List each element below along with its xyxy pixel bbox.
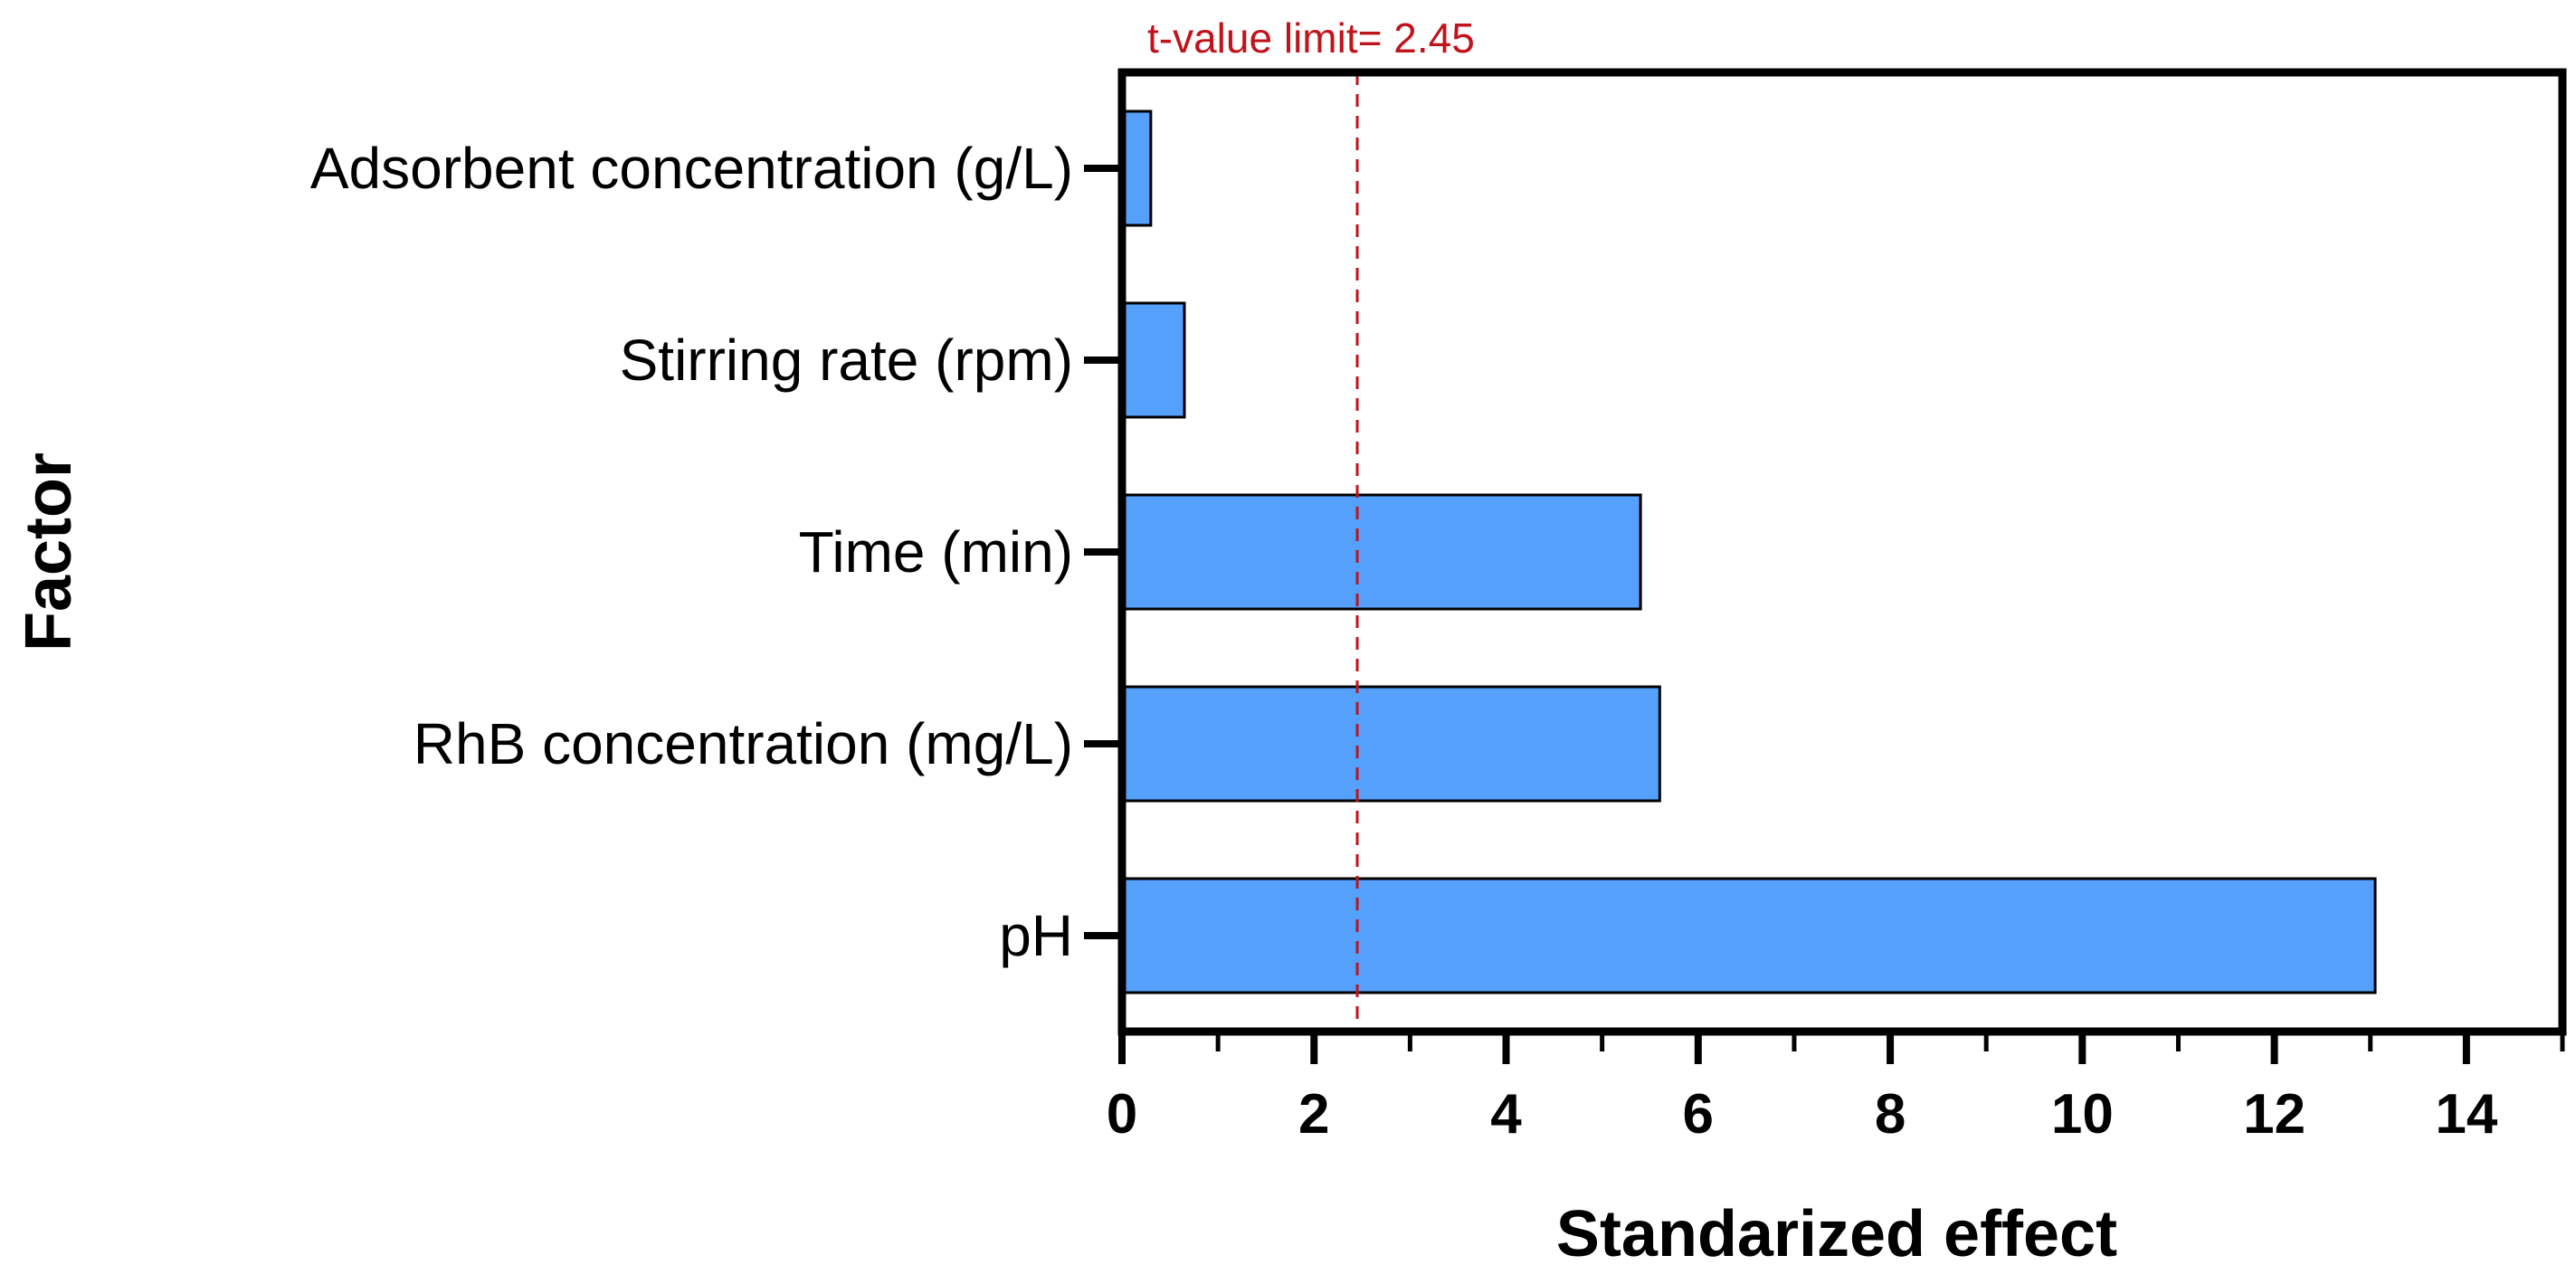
- x-tick-label-12: 12: [2243, 1083, 2305, 1146]
- y-axis-group: Adsorbent concentration (g/L) Stirring ra…: [310, 136, 1122, 968]
- x-tick-label-14: 14: [2435, 1083, 2497, 1146]
- bar-3: [1120, 493, 1642, 611]
- x-tick-label-10: 10: [2051, 1083, 2114, 1146]
- bar-5: [1120, 877, 2377, 994]
- y-tick-label-5: pH: [999, 903, 1073, 968]
- bar-1: [1120, 109, 1153, 227]
- x-tick-label-6: 6: [1683, 1083, 1714, 1146]
- y-tick-label-1: Adsorbent concentration (g/L): [310, 136, 1073, 201]
- x-axis-title: Standarized effect: [1556, 1198, 2117, 1270]
- y-axis-title: Factor: [13, 452, 85, 652]
- bar-4: [1120, 685, 1661, 803]
- x-axis-group: 0 2 4 6 8 10 12 14: [1107, 1032, 2565, 1146]
- bar-2: [1120, 301, 1186, 419]
- threshold-label: t-value limit= 2.45: [1147, 14, 1475, 62]
- x-tick-label-2: 2: [1298, 1083, 1329, 1146]
- y-tick-label-2: Stirring rate (rpm): [620, 328, 1073, 393]
- y-tick-label-3: Time (min): [799, 519, 1073, 585]
- x-tick-label-8: 8: [1875, 1083, 1906, 1146]
- y-tick-label-4: RhB concentration (mg/L): [413, 711, 1073, 776]
- x-tick-label-4: 4: [1490, 1083, 1522, 1146]
- x-tick-label-0: 0: [1107, 1083, 1137, 1146]
- bars-group: [1120, 109, 2377, 994]
